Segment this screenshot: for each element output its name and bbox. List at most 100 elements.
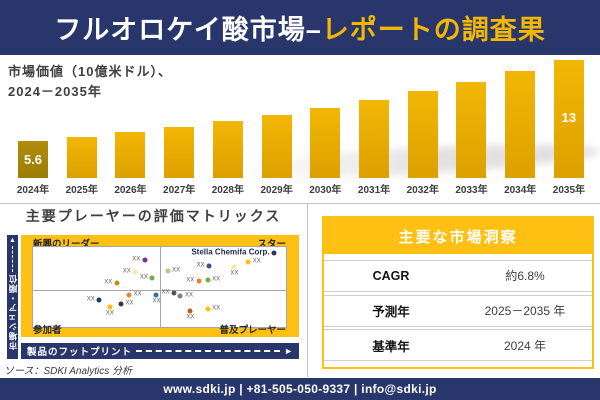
matrix-point-dot (107, 304, 113, 310)
matrix-y-axis-label: 市場シェア・順位 (7, 274, 18, 350)
matrix-point: XX (132, 257, 148, 263)
bar-value-label: 13 (561, 110, 577, 125)
horizontal-divider (0, 203, 600, 204)
matrix-point-dot (196, 278, 202, 284)
matrix-point: XX (152, 292, 160, 304)
matrix-point-dot (205, 306, 211, 312)
matrix-point-dot (96, 297, 102, 303)
matrix-point-dot (114, 280, 120, 286)
bar-category-label: 2026年 (114, 185, 147, 196)
matrix-point-dot (187, 308, 193, 314)
matrix-point: XX (205, 306, 220, 312)
matrix-point-label: XX (132, 256, 141, 263)
bar (164, 126, 195, 178)
matrix-point: XX (205, 276, 220, 283)
matrix-point: XX (162, 289, 177, 296)
matrix-point: XX (123, 268, 138, 275)
matrix-point: XX (87, 297, 102, 303)
insight-label: 予測年 (372, 305, 410, 319)
arrow-right-icon: ► (284, 345, 293, 356)
matrix-y-axis: ▲ 市場シェア・順位 (7, 235, 18, 359)
bar-chart-title-line2: 2024－2035年 (8, 83, 102, 99)
matrix-point-dot (206, 263, 212, 269)
bar-category-label: 2028年 (211, 185, 244, 196)
matrix-point-dot (171, 290, 177, 296)
insights-header: 主要な市場洞察 (324, 218, 592, 254)
insight-label: 基準年 (372, 339, 410, 354)
bar (310, 108, 341, 178)
matrix-point: XX (177, 293, 193, 299)
matrix-bottom-quadrant-labels: 参加者 普及プレーヤー (33, 322, 286, 336)
matrix-point-dot (165, 268, 171, 274)
matrix-point-label: XX (252, 258, 261, 265)
matrix-point-dot (205, 277, 211, 283)
matrix-point-dot (126, 292, 132, 298)
matrix-point-label: XX (139, 274, 148, 281)
matrix-point-label: XX (122, 268, 131, 275)
insight-label: CAGR (372, 268, 410, 283)
matrix-frame: 新興のリーダー スター XX XX XX XX XX XX XX XX XX XX Stella C… (21, 235, 299, 337)
matrix-point-dot (177, 293, 183, 299)
bar-chart-categories: 2024年 2025年 2026年 2027年 2028年 2029年 2030年 2031年… (16, 181, 586, 196)
insight-value: 2024 年 (503, 338, 547, 353)
insights-body: CAGR 約6.8% 予測年 2025－2035 年基準年 2024 年 (324, 254, 592, 367)
matrix-point: XX (197, 262, 212, 269)
matrix-point-label: XX (105, 310, 114, 317)
insights-table: 主要な市場洞察 CAGR 約6.8% 予測年 2025－2035 年基準年 2024 年 (322, 216, 594, 369)
bar-category-label: 2033年 (455, 185, 488, 196)
matrix-title: 主要プレーヤーの評価マトリックス (25, 208, 282, 224)
insight-row: 予測年 2025－2035 年 (324, 294, 592, 327)
matrix-point: XX (245, 259, 261, 265)
page-title-primary: フルオロケイ酸市場– (54, 15, 322, 45)
matrix-point-label: XX (196, 262, 205, 269)
matrix-point-dot (149, 275, 155, 281)
matrix-point-label: XX (86, 296, 95, 303)
matrix-point-label: XX (186, 314, 195, 321)
bar-category-label: 2024年 (16, 185, 50, 196)
matrix-plot: XX XX XX XX XX XX XX XX XX XX Stella Chemifa Corp.… (32, 246, 287, 328)
matrix-point: XX (126, 291, 142, 298)
matrix-point-label: XX (125, 300, 134, 307)
arrow-up-icon: ▲ (9, 237, 16, 244)
matrix-point: XX (186, 278, 202, 284)
matrix-point-dot (132, 269, 138, 275)
matrix-point-dot (142, 257, 148, 263)
footer-bar: www.sdki.jp | +81-505-050-9337 | info@sd… (0, 378, 600, 400)
quadrant-horizontal-line (33, 289, 286, 291)
quadrant-vertical-line (159, 247, 161, 327)
matrix-point-label: XX (172, 267, 181, 274)
matrix-point-label: XX (186, 277, 195, 284)
x-axis-dashed-line (136, 350, 281, 352)
matrix-point-dot (271, 250, 277, 256)
quadrant-label-emerging-leaders: 新興のリーダー (33, 239, 100, 250)
bar (359, 100, 390, 178)
matrix-point-dot (153, 292, 159, 298)
matrix-point: XX (230, 264, 238, 276)
bar (212, 121, 243, 178)
bar (407, 90, 438, 178)
source-note: ソース：SDKI Analytics 分析 (4, 366, 133, 377)
bar (261, 114, 292, 178)
insight-value: 約6.8% (505, 269, 545, 284)
bar-category-label: 2035年 (552, 185, 586, 196)
matrix-point-label: XX (161, 289, 170, 296)
quadrant-label-pervasive-players: 普及プレーヤー (219, 325, 286, 336)
bar-category-label: 2031年 (357, 185, 391, 196)
insight-value: 2025－2035 年 (484, 304, 566, 318)
matrix-point-label: XX (184, 292, 193, 299)
bar-value-label: 5.6 (23, 151, 43, 167)
matrix-point: XX (165, 268, 180, 274)
bar-category-label: 2027年 (163, 185, 196, 196)
bar: 5.6 (18, 140, 48, 178)
bar-category-label: 2034年 (504, 185, 537, 196)
bar-category-label: 2030年 (309, 185, 342, 196)
footer-contact-text: www.sdki.jp | +81-505-050-9337 | info@sd… (163, 382, 437, 396)
page-title-accent: レポートの調査果 (321, 15, 546, 45)
bar-category-label: 2025年 (65, 185, 98, 196)
insight-row: CAGR 約6.8% (324, 259, 592, 292)
y-axis-dashed-line (12, 246, 13, 272)
matrix-point-label: XX (212, 305, 221, 312)
matrix-point: XX (140, 274, 155, 281)
matrix-point-label: XX (104, 279, 113, 286)
